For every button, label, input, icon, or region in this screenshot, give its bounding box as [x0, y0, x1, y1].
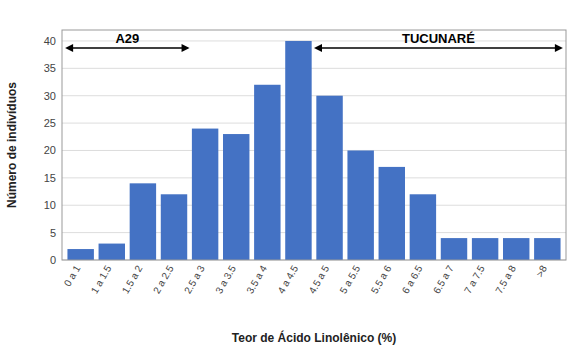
annotation: A29 [65, 31, 189, 52]
plot-frame [62, 30, 566, 260]
bar [503, 238, 529, 260]
arrow-head [65, 44, 73, 52]
bar [161, 194, 187, 260]
grid-line [62, 177, 566, 178]
annotation-text: TUCUNARÉ [402, 31, 475, 46]
grid-line [62, 150, 566, 151]
bar [130, 183, 156, 260]
y-axis-label: Número de indivíduos [5, 82, 19, 208]
x-tick-label: 5 a 5.5 [338, 263, 363, 295]
x-tick-label: 3.5 a 4 [244, 263, 269, 295]
y-tick-label: 40 [44, 35, 56, 47]
grid [62, 41, 566, 260]
grid-line [62, 68, 566, 69]
bar [534, 238, 560, 260]
x-tick-label: 4 a 4.5 [275, 263, 300, 295]
bar [472, 238, 498, 260]
bar [347, 150, 373, 260]
annotation-arrow [316, 47, 561, 49]
bar [379, 167, 405, 260]
bar [316, 96, 342, 260]
x-tick-label: >8 [534, 263, 549, 279]
y-tick-label: 0 [50, 254, 56, 266]
bar [285, 41, 311, 260]
y-tick-label: 20 [44, 144, 56, 156]
y-tick-label: 30 [44, 90, 56, 102]
x-tick-label: 2.5 a 3 [182, 263, 207, 295]
bar [99, 244, 125, 260]
bar [192, 129, 218, 260]
y-tick-label: 5 [50, 227, 56, 239]
x-tick-label: 6 a 6.5 [400, 263, 425, 295]
chart: 0 5 10 15 20 25 30 35 40 0 a 1 1 a 1.51.5 a 22 a 2… [0, 0, 580, 348]
bar [410, 194, 436, 260]
x-tick-label: 3 a 3.5 [213, 263, 238, 295]
x-tick-label: 2 a 2.5 [151, 263, 176, 295]
x-tick-label: 5.5 a 6 [369, 263, 394, 295]
bar [441, 238, 467, 260]
arrow-head [182, 44, 190, 52]
x-tick-label: 6.5 a 7 [431, 263, 456, 295]
x-tick-label: 7.5 a 8 [493, 263, 518, 295]
x-tick-label: 7 a 7.5 [462, 263, 487, 295]
bar [223, 134, 249, 260]
x-tick-label: 1.5 a 2 [120, 263, 145, 295]
annotation: TUCUNARÉ [314, 31, 563, 52]
annotation-text: A29 [115, 31, 139, 46]
arrow-head [314, 44, 322, 52]
grid-line [62, 123, 566, 124]
y-tick-label: 10 [44, 199, 56, 211]
y-tick-label: 15 [44, 172, 56, 184]
bar [254, 85, 280, 260]
x-tick-label: 4.5 a 5 [306, 263, 331, 295]
x-tick-label: 0 a 1 [62, 263, 83, 288]
y-tick-label: 25 [44, 117, 56, 129]
x-tick-label: 1 a 1.5 [89, 263, 114, 295]
y-tick-label: 35 [44, 62, 56, 74]
x-axis-label: Teor de Ácido Linolênico (%) [232, 330, 396, 345]
grid-line [62, 95, 566, 96]
bars [67, 41, 560, 260]
annotation-arrow [67, 47, 187, 49]
bar [67, 249, 93, 260]
arrow-head [555, 44, 563, 52]
